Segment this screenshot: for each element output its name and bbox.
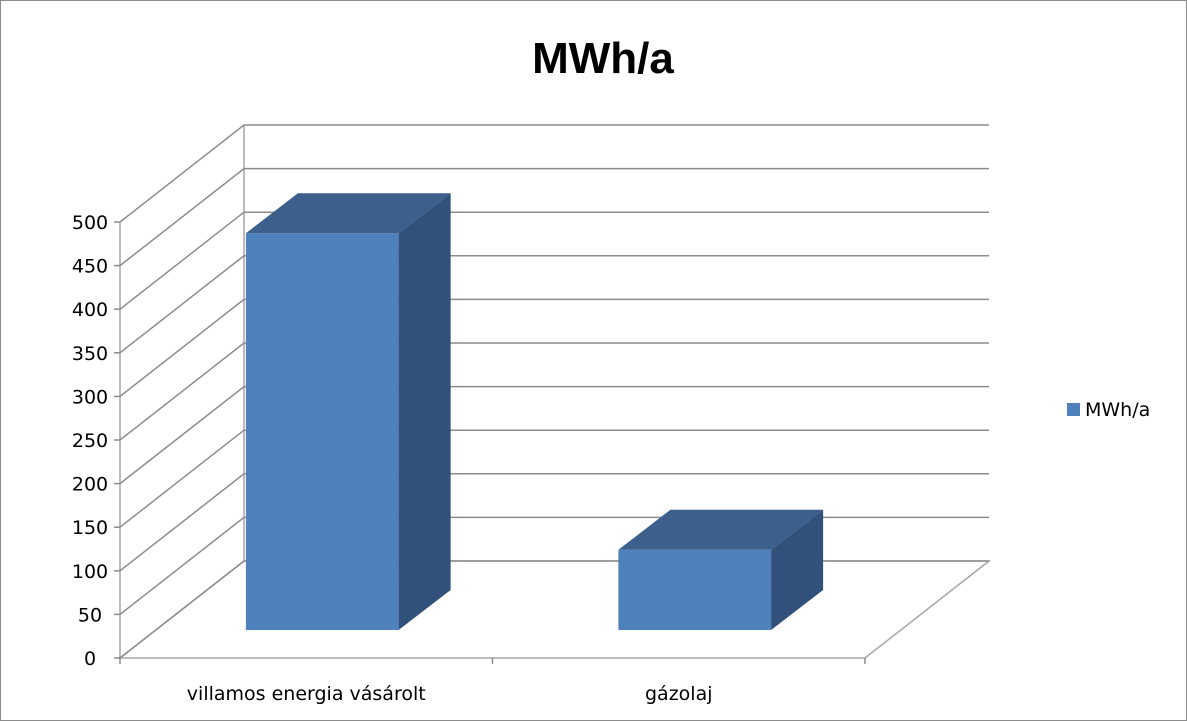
- gridline: [119, 255, 989, 354]
- bar-front: [245, 233, 399, 631]
- gridline: [119, 298, 989, 397]
- bar-side: [398, 193, 451, 631]
- y-tick-label: 200: [72, 474, 108, 496]
- x-category-label: villamos energia vásárolt: [187, 683, 426, 705]
- gridline: [119, 167, 989, 267]
- bar-0: [245, 193, 451, 631]
- y-tick-label: 500: [72, 212, 108, 234]
- y-tick-label: 350: [72, 343, 108, 365]
- bars: [245, 193, 824, 631]
- legend-label: MWh/a: [1085, 399, 1150, 421]
- gridline: [119, 473, 989, 572]
- x-axis: villamos energia vásárolt gázolaj: [119, 658, 866, 705]
- gridline: [119, 385, 989, 485]
- chart-title: MWh/a: [532, 34, 674, 83]
- y-tick-label: 250: [72, 430, 108, 452]
- bar-top: [245, 193, 451, 234]
- bar-top: [618, 509, 824, 550]
- y-tick-label: 450: [72, 256, 108, 278]
- bar-front: [618, 549, 772, 630]
- bar-1: [618, 509, 824, 630]
- legend-swatch: [1067, 403, 1080, 416]
- x-category-label: gázolaj: [645, 683, 713, 705]
- y-tick-label: 50: [78, 604, 102, 626]
- bar-side: [771, 509, 824, 630]
- gridline: [119, 211, 989, 310]
- y-tick-label: 0: [84, 648, 96, 670]
- y-tick-label: 400: [72, 299, 108, 321]
- gridline: [119, 124, 989, 223]
- y-tick-label: 100: [72, 561, 108, 583]
- gridlines: [119, 124, 989, 659]
- y-axis-ticks: 0 50 100 150 200 250 300 350 400 450 500: [72, 212, 120, 670]
- y-tick-label: 150: [72, 517, 108, 539]
- gridline: [119, 429, 989, 528]
- legend: MWh/a: [1067, 399, 1150, 421]
- gridline: [119, 342, 989, 441]
- y-tick-label: 300: [72, 386, 108, 408]
